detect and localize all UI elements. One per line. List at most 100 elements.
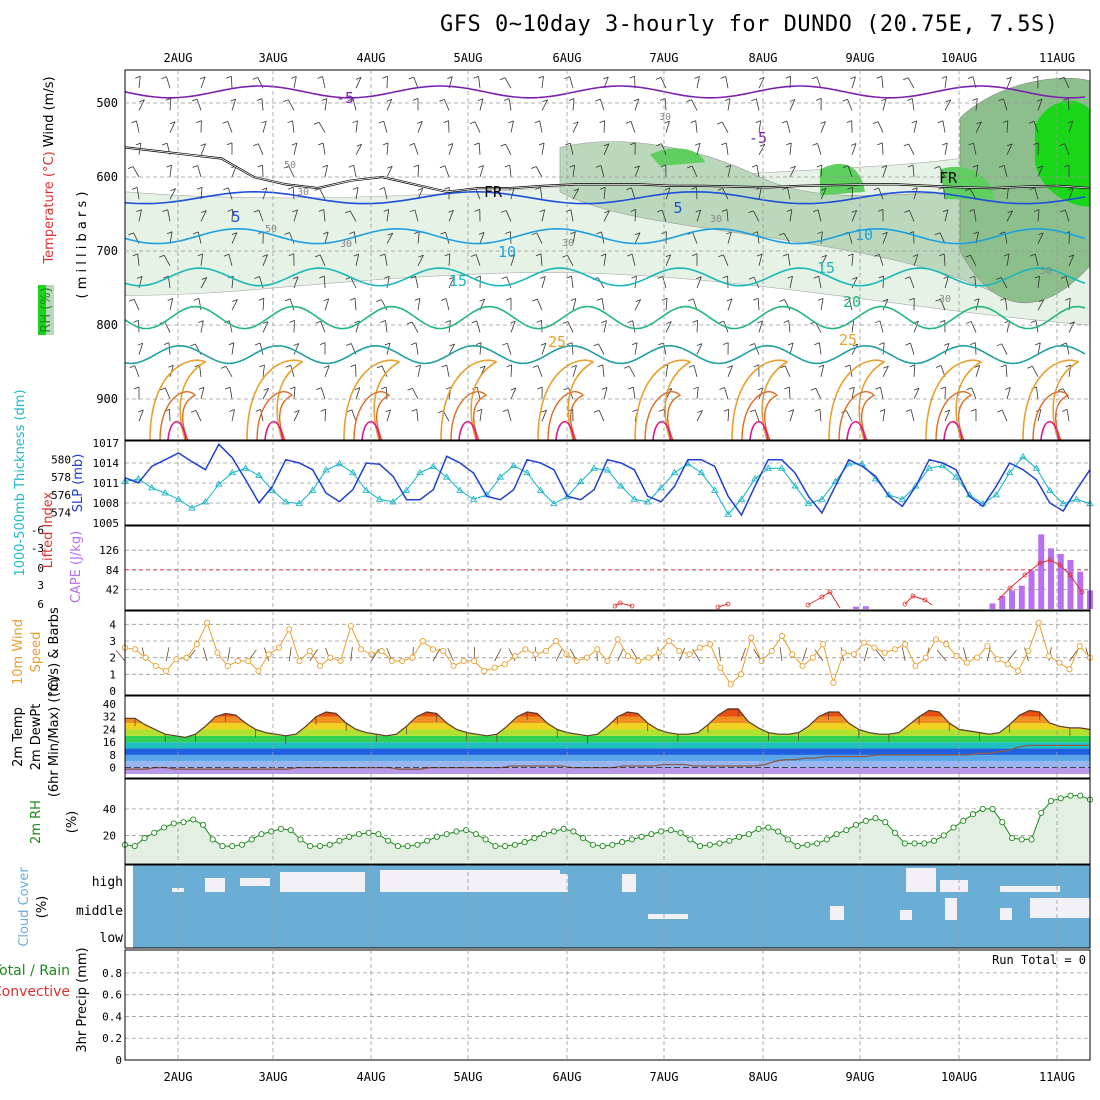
wind-speed-marker	[624, 652, 632, 660]
wind-barb-flag	[596, 231, 602, 235]
wind-speed-marker	[830, 679, 837, 686]
cape-ytick: 126	[99, 544, 119, 557]
wind-barb-flag	[444, 253, 450, 257]
wind-speed-marker	[204, 619, 211, 626]
wind-barb-flag	[626, 253, 633, 257]
wind-barb-flag	[382, 142, 389, 146]
temp-axis-label-2: 2m DewPt	[29, 704, 44, 771]
wind-barb-flag	[593, 343, 599, 347]
slp-bg	[125, 441, 1090, 525]
wind-barb-flag	[634, 232, 641, 236]
wind-barb-flag	[974, 365, 980, 368]
cloud-gap-high	[906, 868, 936, 892]
rh-marker	[960, 817, 967, 824]
wind-barb-flag	[817, 231, 823, 235]
wind-barb-flag	[323, 298, 329, 302]
slp-thickness-panel: 1005 1008 1011 1014 1017 574 576 578 580 SLP (mb)…	[13, 389, 1094, 577]
wind-barb-flag	[968, 209, 975, 212]
wind-barb-flag	[686, 165, 693, 169]
wind-barb-flag	[347, 98, 354, 102]
wind-barb-flag	[882, 298, 889, 302]
wind-barb	[877, 121, 884, 133]
thickness-marker	[1032, 464, 1041, 471]
li-marker	[1047, 557, 1053, 563]
contour-30	[741, 391, 779, 441]
wind-speed-marker	[132, 646, 139, 653]
cloud-gap-middle	[1000, 908, 1012, 920]
wind-barb	[851, 320, 855, 333]
wind-barb	[541, 76, 544, 89]
wind-barb	[944, 209, 949, 222]
wind-barb-flag	[284, 298, 291, 302]
rh-marker	[814, 840, 821, 847]
wind-barb	[848, 298, 853, 311]
wind-barb-flag	[748, 276, 755, 280]
wind-barb	[197, 165, 202, 178]
wind-barb	[259, 342, 264, 355]
wind-barb	[447, 648, 454, 662]
wind-barb-flag	[907, 164, 914, 168]
wind-barb-flag	[1063, 164, 1070, 168]
wind-barb	[963, 647, 968, 662]
thickness-marker	[911, 482, 920, 489]
wind-barb-flag	[313, 121, 320, 125]
wind-barb-flag	[903, 143, 909, 147]
wind-barb-flag	[844, 298, 850, 301]
wind-barb-flag	[842, 98, 848, 102]
wind-barb	[820, 298, 824, 311]
wind-barb-flag	[291, 142, 298, 146]
wind-barb-flag	[691, 253, 698, 257]
wind-barb	[540, 253, 543, 266]
slp-ytick: 1014	[93, 457, 120, 470]
wind-barb	[261, 98, 264, 111]
wind-barb-flag	[1065, 297, 1071, 301]
cape-bar	[989, 603, 996, 609]
wind-barb-flag	[692, 320, 698, 323]
wind-speed-marker	[255, 667, 262, 675]
wind-barb-flag	[850, 143, 857, 146]
wind-speed-marker	[522, 646, 529, 653]
rh-marker	[697, 843, 704, 850]
wind-barb-flag	[222, 121, 228, 124]
cape-bar	[1009, 590, 1016, 609]
wind-barb	[970, 321, 977, 333]
wind-barb	[442, 410, 450, 422]
temp-band	[125, 729, 1090, 736]
contour-35	[458, 420, 478, 441]
wind-barb-flag	[196, 186, 203, 190]
rh-marker	[131, 843, 138, 850]
thickness-marker	[590, 464, 598, 471]
wind-barb	[510, 120, 514, 133]
cape-bar	[999, 595, 1006, 609]
wind-barb-flag	[253, 143, 259, 147]
wind-barb-flag	[874, 254, 880, 257]
wind-barb	[628, 366, 636, 377]
wind-barb	[572, 98, 575, 111]
wind-barb	[1037, 276, 1041, 289]
wind-speed-marker	[1015, 667, 1022, 675]
wind-barb-flag	[697, 410, 703, 413]
wind-barb-flag	[258, 297, 264, 301]
wind-barb	[136, 187, 140, 200]
rh-marker	[609, 841, 616, 848]
rh-marker	[433, 833, 440, 840]
wind-speed-marker	[1025, 647, 1032, 655]
wind-barb-flag	[291, 76, 297, 79]
wind-barb-flag	[440, 231, 446, 235]
precip-panel: 0 0.2 0.4 0.6 0.8 Run Total = 0 Total / Rain Co…	[0, 947, 1091, 1067]
wind-barb	[788, 386, 791, 400]
wind-barb-flag	[289, 386, 296, 390]
wind-barb	[443, 99, 450, 111]
wind-barb-flag	[1000, 297, 1006, 301]
wind-barb-flag	[1036, 98, 1043, 102]
wind-barb-flag	[655, 76, 662, 80]
wind-barb	[696, 143, 701, 155]
wind-barb-flag	[319, 342, 326, 345]
wind-barb	[757, 231, 760, 244]
wind-barb-flag	[781, 120, 788, 124]
wind-barb	[293, 76, 297, 89]
wind-barb-flag	[137, 342, 143, 346]
wind-barb	[787, 187, 791, 200]
wind-speed-marker	[707, 641, 714, 648]
wind-barb	[975, 165, 979, 178]
